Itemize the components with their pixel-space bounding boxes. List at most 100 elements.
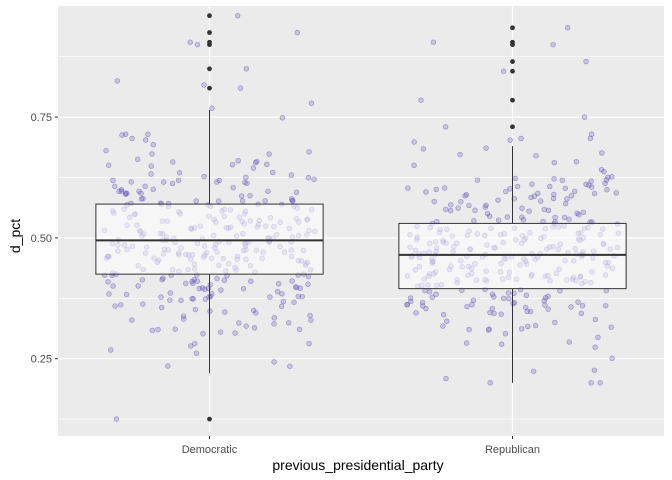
y-tick-label: 0.75 [31, 112, 52, 124]
boxplots [95, 13, 627, 422]
jitter-point [140, 301, 146, 307]
jitter-point [591, 190, 598, 197]
jitter-point [423, 189, 429, 195]
jitter-point [306, 149, 312, 155]
jitter-point [541, 206, 547, 213]
jitter-point [483, 145, 489, 151]
jitter-point [487, 309, 493, 316]
jitter-point [243, 66, 250, 72]
jitter-point [518, 135, 524, 142]
jitter-point [447, 208, 454, 214]
jitter-point [165, 363, 171, 369]
jitter-point [194, 278, 200, 284]
jitter-point [158, 294, 164, 300]
outlier-point [510, 25, 515, 31]
jitter-point [571, 188, 578, 195]
jitter-point [248, 278, 254, 284]
outlier-point [207, 39, 212, 45]
jitter-point [235, 158, 241, 164]
jitter-point [505, 290, 512, 296]
jitter-point [232, 330, 238, 336]
jitter-point [217, 329, 224, 335]
jitter-point [463, 340, 470, 346]
jitter-point [573, 159, 580, 165]
jitter-point [122, 131, 129, 137]
jitter-point [214, 179, 220, 185]
jitter-point [201, 173, 207, 180]
jitter-point [296, 326, 303, 333]
jitter-point [418, 97, 424, 103]
jitter-point [552, 214, 558, 221]
jitter-point [420, 146, 427, 152]
jitter-point [426, 289, 433, 295]
jitter-point [545, 306, 551, 312]
jitter-point [287, 363, 293, 369]
jitter-point [429, 294, 435, 301]
jitter-point [550, 41, 556, 48]
jitter-point [576, 212, 582, 218]
jitter-point [442, 124, 449, 130]
jitter-point [112, 183, 118, 189]
jitter-point [586, 182, 592, 188]
jitter-point [128, 179, 134, 185]
jitter-point [148, 171, 154, 177]
jitter-point [237, 85, 244, 91]
jitter-point [575, 299, 581, 305]
jitter-point [542, 302, 548, 308]
jitter-point [440, 323, 446, 329]
jitter-point [500, 68, 507, 74]
jitter-point [274, 289, 281, 295]
jitter-point [238, 193, 245, 199]
jitter-point [519, 326, 525, 332]
jitter-point [205, 285, 212, 291]
jitter-point [535, 190, 541, 197]
jitter-point [592, 316, 599, 323]
y-tick-label: 0.25 [31, 354, 52, 366]
jitter-point [605, 174, 611, 181]
jitter-point [175, 177, 182, 183]
jitter-point [308, 317, 314, 323]
jitter-point [142, 183, 148, 190]
jitter-point [267, 294, 273, 300]
jitter-point [215, 198, 222, 204]
jitter-point [411, 139, 417, 145]
jitter-point [443, 206, 449, 213]
jitter-point [527, 308, 534, 315]
jitter-point [294, 29, 301, 36]
jitter-point [200, 331, 206, 337]
jitter-point [443, 375, 449, 382]
jitter-point [552, 319, 558, 326]
jitter-point [579, 302, 586, 309]
jitter-point [305, 273, 312, 280]
jitter-point [559, 177, 565, 184]
jitter-point [578, 310, 585, 317]
jitter-point [306, 340, 312, 347]
jitter-point [295, 293, 302, 300]
jitter-point [139, 277, 146, 283]
jitter-point [118, 302, 124, 308]
jitter-point [519, 214, 525, 220]
jitter-point [489, 291, 496, 297]
jitter-point [532, 322, 539, 329]
jitter-point [458, 199, 464, 205]
jitter-point [279, 291, 285, 297]
jitter-point [464, 303, 470, 310]
jitter-point [192, 340, 198, 347]
jitter-point [423, 305, 429, 312]
jitter-point [243, 323, 249, 329]
jitter-point [430, 39, 437, 45]
jitter-point [522, 304, 529, 311]
jitter-point [588, 184, 595, 190]
y-tick-label: 0.50 [31, 233, 52, 245]
jitter-point [603, 302, 609, 309]
jitter-point [288, 172, 295, 178]
jitter-point [201, 82, 207, 88]
jitter-point [433, 186, 439, 193]
jitter-point [598, 167, 605, 173]
jitter-point [138, 196, 145, 202]
x-tick-label: Democratic [182, 444, 238, 456]
jitter-point [159, 277, 165, 283]
jitter-point [183, 280, 189, 287]
jitter-point [470, 297, 477, 303]
